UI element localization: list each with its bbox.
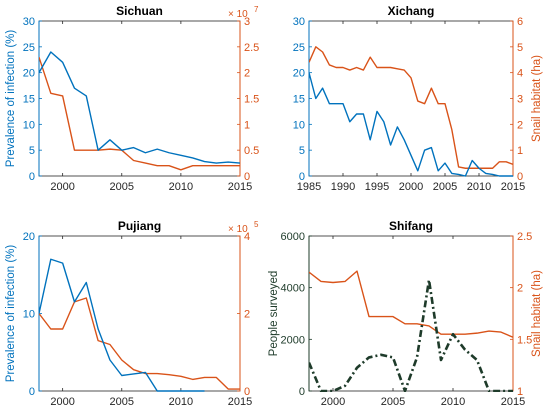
x-tick-label: 2015 xyxy=(501,181,525,193)
left-y-tick-label: 30 xyxy=(23,16,35,28)
panel-title: Sichuan xyxy=(116,4,163,18)
right-y-tick-label: 6 xyxy=(517,16,523,28)
left-y-tick-label: 25 xyxy=(23,42,35,54)
left-y-tick-label: 10 xyxy=(23,309,35,321)
right-y-tick-label: 4 xyxy=(244,231,250,243)
left-axis-label: Prevalence of infection (%) xyxy=(5,30,17,168)
left-y-tick-label: 20 xyxy=(293,68,305,80)
left-y-tick-label: 20 xyxy=(23,231,35,243)
left-y-tick-label: 10 xyxy=(293,119,305,131)
left-axis-label: Prevalence of infection (%) xyxy=(5,245,17,383)
series-line-left xyxy=(39,258,205,392)
left-y-tick-label: 0 xyxy=(29,171,35,183)
right-y-tick-label: 4 xyxy=(517,68,523,80)
x-tick-label: 2005 xyxy=(110,181,134,193)
right-y-tick-label: 0 xyxy=(517,171,523,183)
right-y-tick-label: 0 xyxy=(244,386,250,398)
x-tick-label: 2010 xyxy=(467,181,491,193)
series-line-left xyxy=(309,72,513,177)
x-tick-label: 2005 xyxy=(381,396,405,408)
right-y-tick-label: 1.5 xyxy=(517,334,532,346)
left-axis-label: People surveyed xyxy=(268,271,280,357)
series-line-right xyxy=(309,46,513,169)
right-axis-exponent: × 10 xyxy=(228,9,248,20)
x-tick-label: 2010 xyxy=(169,396,193,408)
right-axis-exponent-power: 7 xyxy=(254,5,259,14)
chart-panel-4: 2000 2005 2010 2015 0 2000 4000 6000 People surv… xyxy=(268,219,543,408)
plot-frame xyxy=(308,235,514,392)
left-y-tick-label: 5 xyxy=(299,145,305,157)
right-y-tick-label: 1 xyxy=(517,386,523,398)
x-tick-label: 1995 xyxy=(365,181,389,193)
series-line-right xyxy=(39,56,240,171)
x-tick-label: 2000 xyxy=(321,396,345,408)
right-y-tick-label: 2.5 xyxy=(517,231,532,243)
right-y-tick-label: 2 xyxy=(517,119,523,131)
series-line-right xyxy=(39,297,240,390)
right-y-tick-label: 3 xyxy=(517,94,523,106)
right-y-tick-label: 0.5 xyxy=(244,145,259,157)
left-y-tick-label: 10 xyxy=(23,119,35,131)
x-tick-label: 2015 xyxy=(501,396,525,408)
chart-panel-2: 1985 1990 1995 2000 2005 2010 2015051015202530… xyxy=(293,4,543,193)
x-tick-label: 2005 xyxy=(433,181,457,193)
x-tick-label: 1985 xyxy=(297,181,321,193)
left-y-tick-label: 0 xyxy=(29,386,35,398)
right-axis-exponent-power: 5 xyxy=(254,220,259,229)
plot-frame xyxy=(38,20,241,177)
panel-title: Shifang xyxy=(389,219,433,233)
left-y-tick-label: 15 xyxy=(23,94,35,106)
right-y-tick-label: 2 xyxy=(244,309,250,321)
x-tick-label: 2015 xyxy=(228,181,252,193)
x-tick-label: 2000 xyxy=(50,396,74,408)
x-tick-label: 2000 xyxy=(50,181,74,193)
left-y-tick-label: 0 xyxy=(299,386,305,398)
right-y-tick-label: 1 xyxy=(244,119,250,131)
plot-frame xyxy=(308,20,514,177)
right-axis-label: Snail habitat (ha) xyxy=(531,270,543,357)
x-tick-label: 2000 xyxy=(399,181,423,193)
left-y-tick-label: 30 xyxy=(293,16,305,28)
x-tick-label: 2005 xyxy=(110,396,134,408)
left-y-tick-label: 15 xyxy=(293,94,305,106)
right-axis-exponent: × 10 xyxy=(228,224,248,235)
series-line-left xyxy=(39,51,240,164)
left-y-tick-label: 20 xyxy=(23,68,35,80)
right-y-tick-label: 5 xyxy=(517,42,523,54)
panel-title: Pujiang xyxy=(118,219,161,233)
x-tick-label: 2010 xyxy=(441,396,465,408)
right-axis-label: Snail habitat (ha) xyxy=(531,55,543,142)
right-y-tick-label: 1 xyxy=(517,145,523,157)
left-y-tick-label: 2000 xyxy=(281,334,305,346)
left-y-tick-label: 6000 xyxy=(281,231,305,243)
right-y-tick-label: 1.5 xyxy=(244,94,259,106)
right-y-tick-label: 2.5 xyxy=(244,42,259,54)
series-line-right xyxy=(309,270,513,338)
x-tick-label: 2015 xyxy=(228,396,252,408)
series-line-left xyxy=(309,278,513,392)
right-y-tick-label: 3 xyxy=(244,16,250,28)
panel-title: Xichang xyxy=(388,4,435,18)
left-y-tick-label: 0 xyxy=(299,171,305,183)
right-y-tick-label: 0 xyxy=(244,171,250,183)
left-y-tick-label: 5 xyxy=(29,145,35,157)
x-tick-label: 1990 xyxy=(331,181,355,193)
left-y-tick-label: 4000 xyxy=(281,283,305,295)
left-y-tick-label: 25 xyxy=(293,42,305,54)
right-y-tick-label: 2 xyxy=(517,283,523,295)
x-tick-label: 2010 xyxy=(169,181,193,193)
right-y-tick-label: 2 xyxy=(244,68,250,80)
